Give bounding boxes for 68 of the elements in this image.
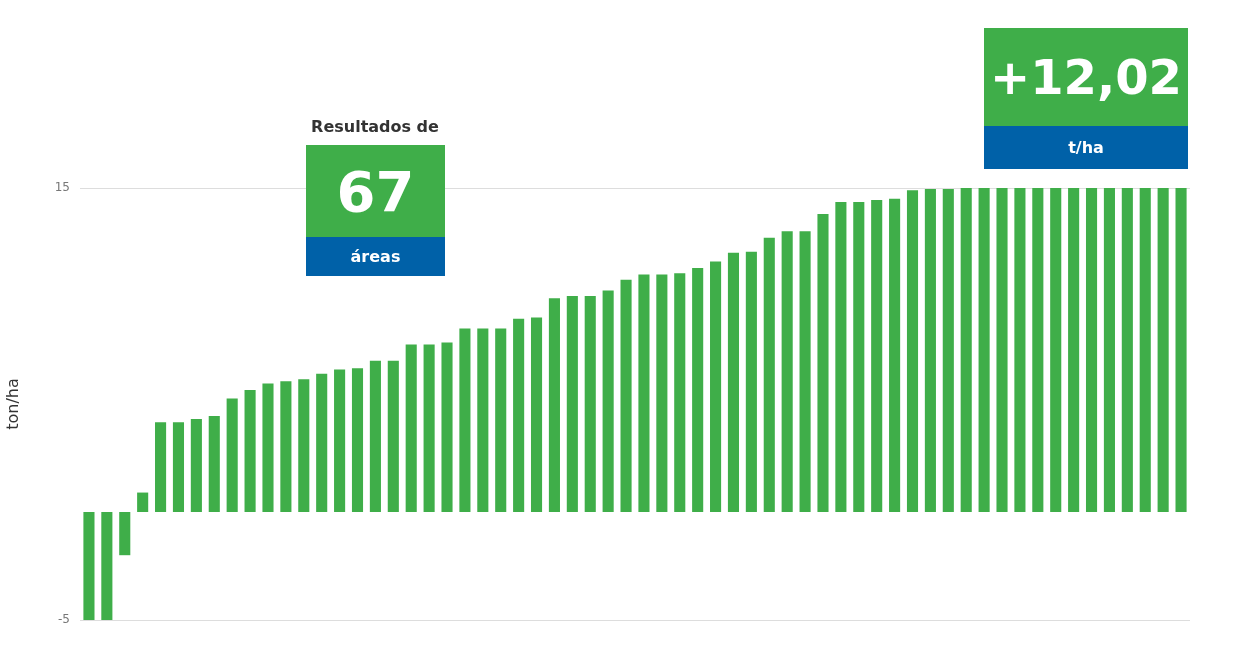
bar: [334, 369, 346, 512]
bar: [423, 344, 435, 512]
bar: [924, 189, 936, 512]
bar: [638, 274, 650, 512]
bar: [1068, 188, 1080, 512]
bar: [656, 274, 668, 512]
bar: [459, 328, 471, 512]
bar: [137, 492, 149, 512]
bar: [799, 231, 811, 512]
bar: [710, 261, 722, 512]
bar: [190, 419, 202, 512]
bar: [495, 328, 507, 512]
bar: [316, 373, 328, 512]
bar: [871, 199, 883, 512]
bar: [83, 512, 95, 620]
bar: [620, 279, 632, 512]
bar: [835, 202, 847, 512]
bar: [566, 296, 578, 512]
bar: [1157, 188, 1169, 512]
bar: [745, 251, 757, 512]
bar: [155, 422, 167, 512]
bar: [244, 389, 256, 512]
bar: [853, 202, 865, 512]
bar: [101, 512, 113, 620]
bar: [817, 213, 829, 512]
bar: [781, 231, 793, 512]
y-axis-title: ton/ha: [2, 378, 22, 430]
bar: [226, 398, 238, 512]
y-tick-label: 15: [54, 180, 70, 195]
bar: [942, 189, 954, 512]
bar: [280, 381, 292, 512]
bar: [978, 188, 990, 512]
bar: [1139, 188, 1151, 512]
bar: [351, 368, 364, 512]
bar: [513, 318, 525, 512]
bar: [530, 317, 543, 512]
bar: [405, 344, 417, 512]
annotation: 67: [306, 145, 445, 237]
bar: [441, 342, 453, 512]
bar: [1014, 188, 1026, 512]
bar: [674, 273, 686, 512]
bar: [960, 188, 972, 512]
bar: [763, 237, 775, 512]
bar: [889, 198, 901, 512]
y-tick-label: -5: [58, 612, 70, 627]
bar: [172, 422, 185, 512]
bar: [727, 252, 740, 512]
bar: [262, 383, 274, 512]
annotation: áreas: [306, 237, 445, 276]
bar: [548, 298, 560, 512]
bar: [692, 267, 704, 512]
bar: [996, 188, 1008, 512]
bar: [119, 512, 131, 556]
bar: [602, 290, 614, 512]
bar: [387, 360, 399, 512]
text: Resultados de: [310, 117, 440, 136]
bar: [1121, 188, 1133, 512]
bar: [369, 360, 381, 512]
bar: [906, 190, 919, 512]
bar: [584, 296, 596, 512]
bar: [1103, 188, 1115, 512]
bar: [208, 415, 220, 512]
bar: [298, 379, 310, 512]
bar: [477, 328, 489, 512]
bar: [1032, 188, 1044, 512]
bar: [1175, 188, 1187, 512]
bar: [1085, 188, 1098, 512]
bar: [1050, 188, 1062, 512]
